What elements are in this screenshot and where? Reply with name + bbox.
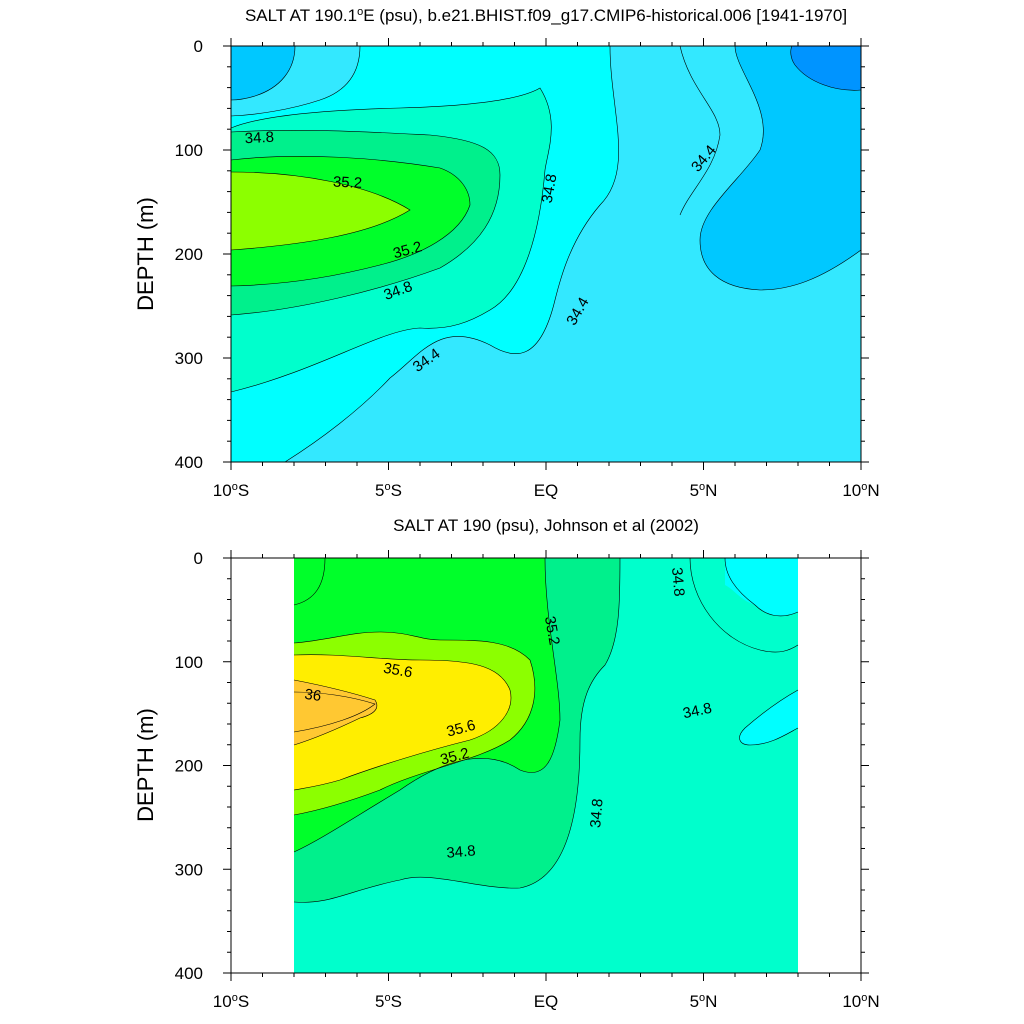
x-tick-label: 10oN — [842, 481, 879, 500]
svg-text:35.6: 35.6 — [445, 717, 478, 741]
chart-title: SALT AT 190 (psu), Johnson et al (2002) — [393, 516, 699, 535]
axis-ticks: 10oS 5oS EQ 5oN 10oN 0 100 200 300 400 — [175, 549, 880, 1011]
x-tick-label: 5oN — [690, 992, 718, 1011]
contour-label: 34.8 — [446, 842, 477, 861]
model-salinity-panel: SALT AT 190.1oE (psu), b.e21.BHIST.f09_g… — [133, 6, 880, 500]
svg-text:35.2: 35.2 — [541, 615, 563, 647]
svg-text:36: 36 — [303, 686, 322, 705]
x-tick-label: 10oS — [213, 992, 249, 1011]
contour-label: 35.2 — [332, 173, 362, 192]
contour-labels: 36 35.6 35.6 35.2 35.2 34.8 34.8 34.8 34.8 — [303, 567, 713, 862]
fill-34.2-34.4-north — [700, 46, 861, 290]
fill-34.2-34.4-sw — [231, 46, 295, 100]
x-tick-label: 10oS — [213, 481, 249, 500]
contour-label: 34.8 — [244, 129, 274, 148]
y-tick-label: 400 — [175, 453, 203, 472]
svg-text:34.8: 34.8 — [446, 842, 477, 861]
chart-title: SALT AT 190.1oE (psu), b.e21.BHIST.f09_g… — [245, 6, 847, 25]
contour-lines — [230, 45, 862, 463]
fill-35.6-35.8 — [294, 680, 377, 745]
x-tick-label: 10oN — [842, 992, 879, 1011]
svg-text:35.2: 35.2 — [332, 173, 362, 192]
svg-text:35.6: 35.6 — [382, 660, 414, 682]
fill-34.0-34.2-north — [790, 46, 861, 91]
fill-35.4-35.6 — [231, 172, 410, 250]
contour-label: 34.8 — [668, 567, 687, 598]
svg-text:34.8: 34.8 — [244, 129, 274, 148]
y-tick-label: 300 — [175, 349, 203, 368]
svg-text:34.8: 34.8 — [668, 567, 687, 598]
x-tick-label: EQ — [534, 992, 559, 1011]
axis-ticks: 10oS 5oS EQ 5oN 10oN 0 100 200 300 400 — [175, 37, 880, 500]
y-tick-label: 0 — [194, 37, 203, 56]
y-tick-label: 100 — [175, 141, 203, 160]
svg-text:35.2: 35.2 — [438, 745, 471, 769]
y-tick-label: 200 — [175, 245, 203, 264]
y-tick-label: 0 — [194, 549, 203, 568]
contour-label: 35.2 — [391, 238, 424, 262]
contour-label: 34.8 — [539, 173, 561, 205]
contour-label: 36 — [303, 686, 322, 705]
fill-34.4-34.6-north — [725, 558, 798, 616]
fill-34.4-34.6-tongue — [739, 690, 798, 745]
observed-salinity-panel: SALT AT 190 (psu), Johnson et al (2002) — [133, 516, 880, 1011]
y-tick-label: 400 — [175, 964, 203, 983]
svg-text:35.2: 35.2 — [391, 238, 424, 262]
svg-text:34.8: 34.8 — [539, 173, 561, 205]
svg-text:34.8: 34.8 — [587, 798, 606, 829]
contour-label: 35.2 — [541, 615, 563, 647]
fill-35.4-35.6 — [294, 654, 511, 790]
contour-label: 35.6 — [382, 660, 414, 682]
x-tick-label: EQ — [534, 481, 559, 500]
contour-label: 35.2 — [438, 745, 471, 769]
contour-label: 34.8 — [587, 798, 606, 829]
x-tick-label: 5oN — [690, 481, 718, 500]
x-tick-label: 5oS — [375, 992, 402, 1011]
contour-lines — [293, 557, 799, 903]
x-tick-label: 5oS — [375, 481, 402, 500]
y-tick-label: 100 — [175, 653, 203, 672]
y-tick-label: 300 — [175, 860, 203, 879]
contour-fill — [231, 46, 861, 462]
contour-label: 35.6 — [445, 717, 478, 741]
y-axis-label: DEPTH (m) — [133, 197, 158, 311]
y-tick-label: 200 — [175, 757, 203, 776]
y-axis-label: DEPTH (m) — [133, 708, 158, 822]
svg-text:34.8: 34.8 — [681, 700, 713, 723]
contour-label: 34.8 — [681, 700, 713, 723]
